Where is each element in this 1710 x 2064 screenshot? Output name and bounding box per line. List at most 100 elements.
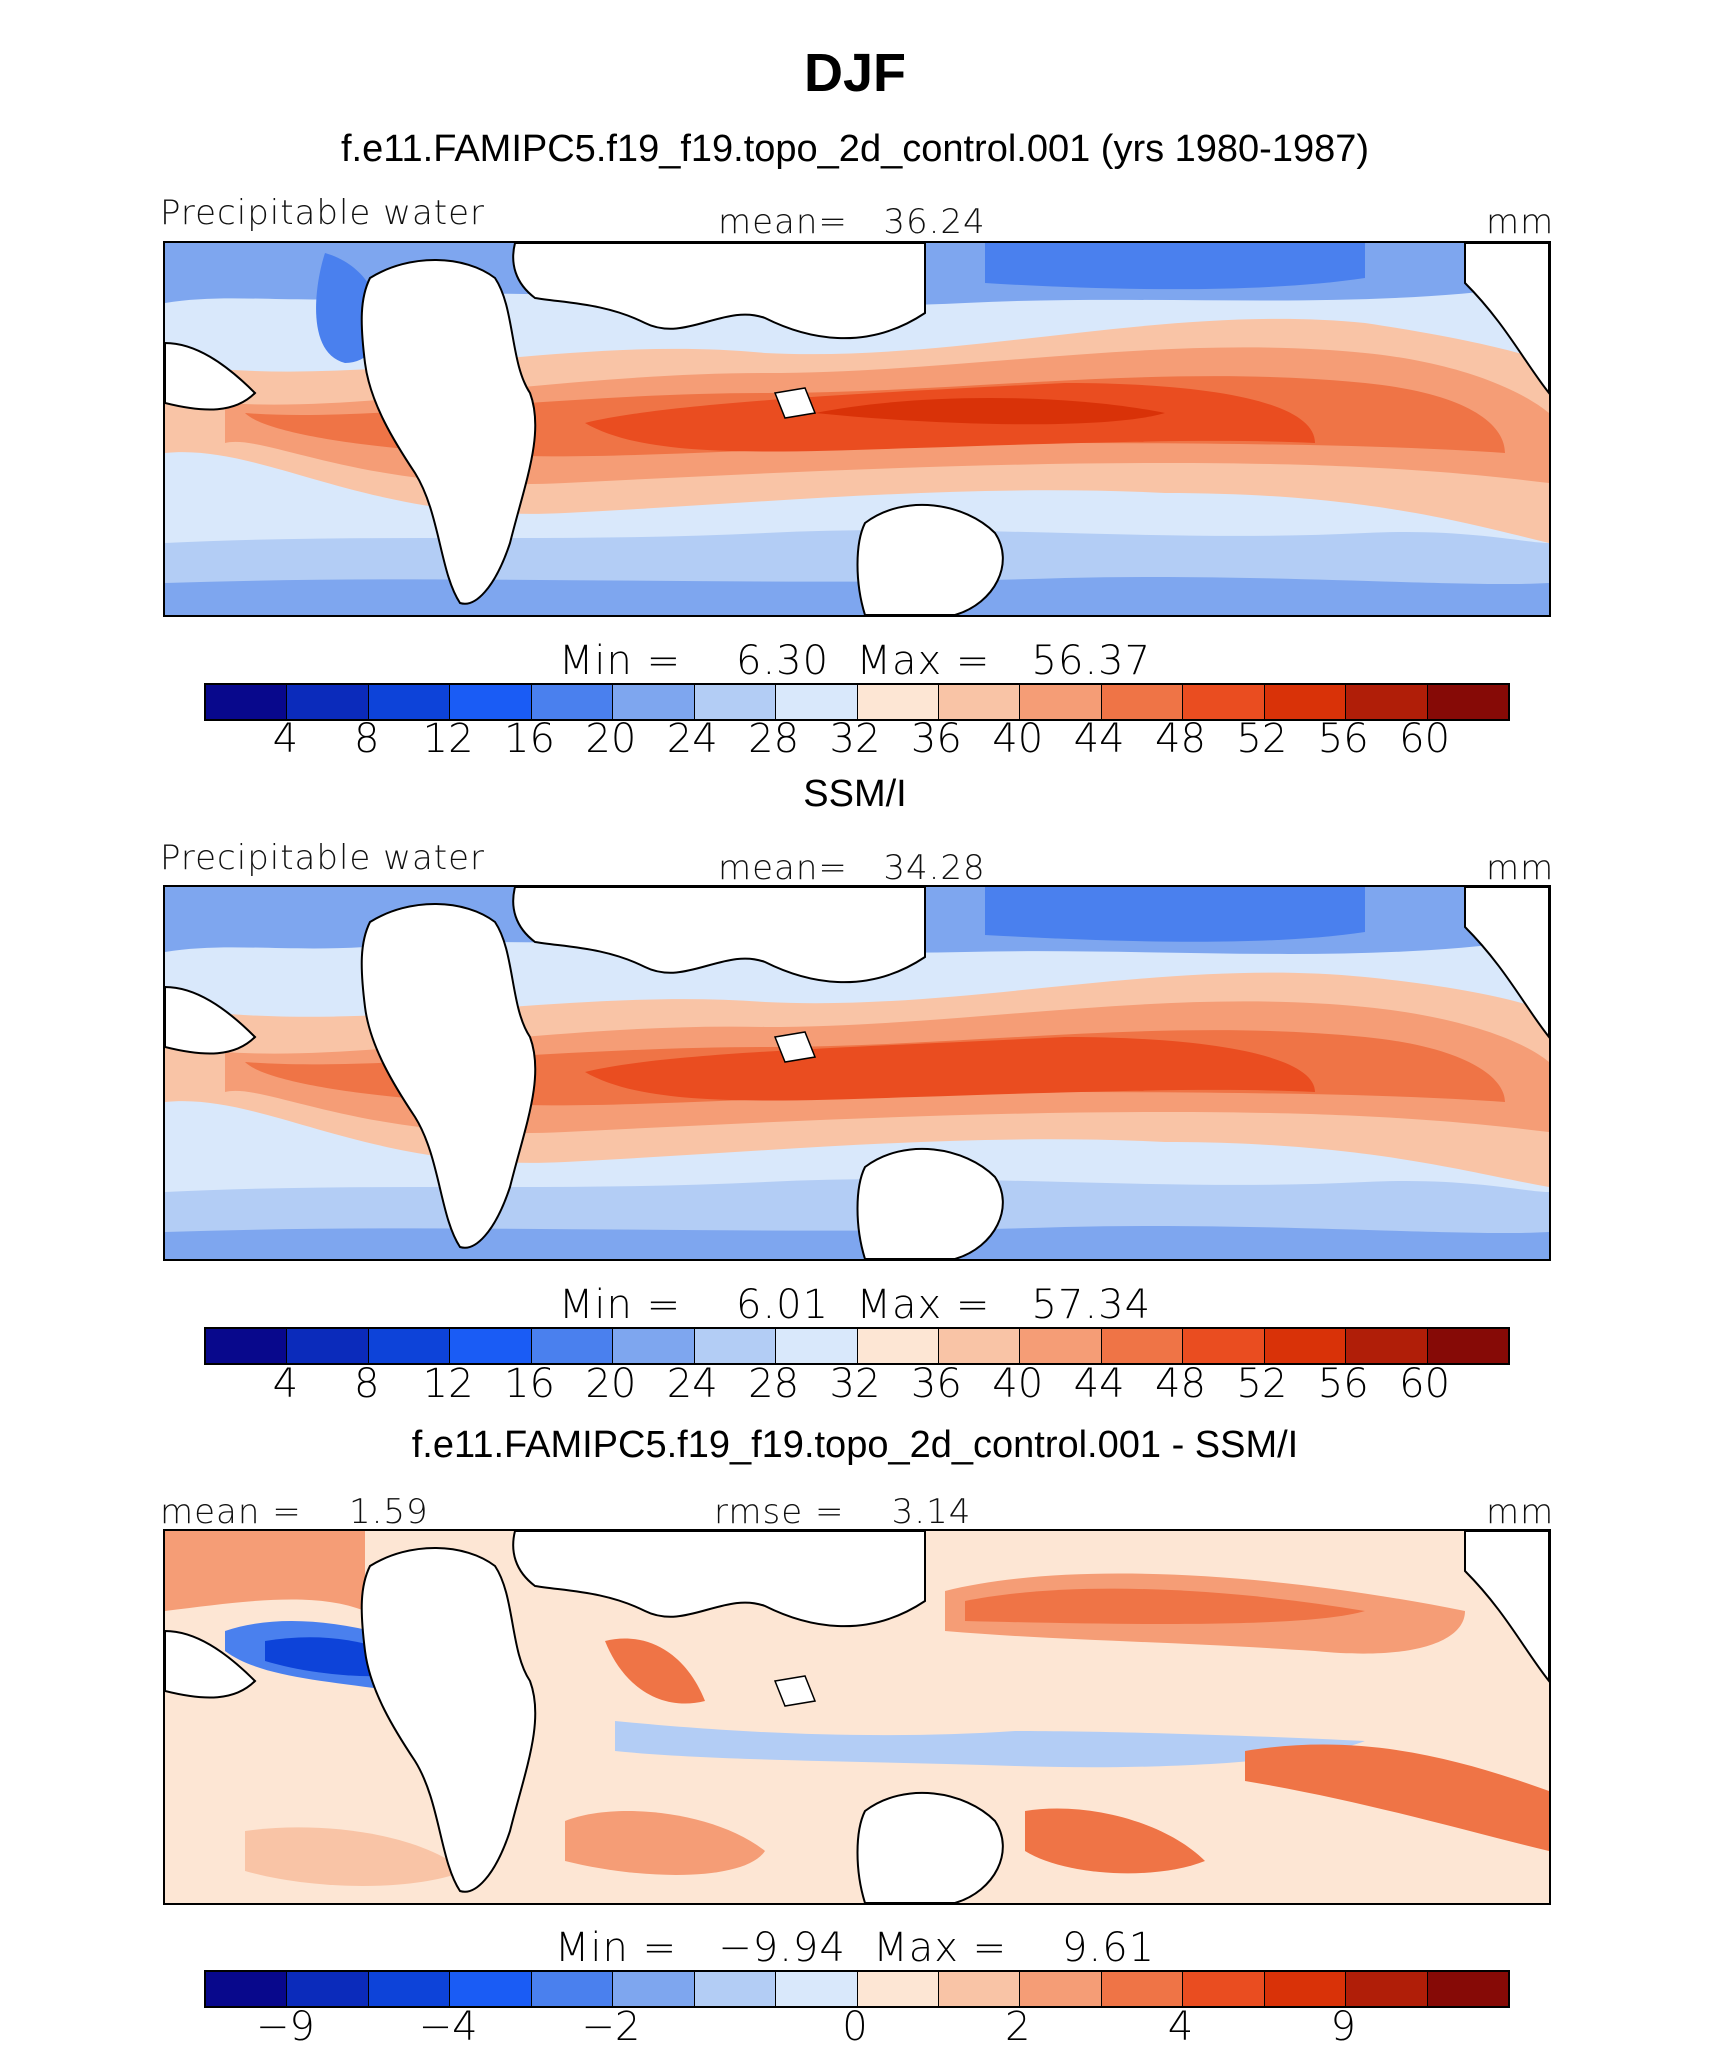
colorbar-swatch [1101, 685, 1184, 719]
colorbar-swatch [1183, 1972, 1265, 2006]
colorbar-swatch [694, 1329, 777, 1363]
colorbar-tick-label: 60 [1399, 1361, 1451, 1407]
colorbar-swatch [531, 1972, 614, 2006]
colorbar-tick-label: 52 [1236, 716, 1288, 762]
colorbar-tick-label: 36 [910, 716, 962, 762]
colorbar-swatch [938, 1972, 1021, 2006]
colorbar-swatch [1183, 1329, 1265, 1363]
colorbar-swatch [287, 1972, 369, 2006]
colorbar-swatch [776, 1972, 858, 2006]
colorbar-swatch [1020, 1972, 1102, 2006]
colorbar-tick-label: 52 [1236, 1361, 1288, 1407]
panel-2-map [163, 885, 1551, 1261]
colorbar-swatch [857, 1972, 939, 2006]
colorbar-tick-label: −4 [418, 2004, 478, 2050]
colorbar-tick-label: 56 [1317, 716, 1369, 762]
panel-2-colorbar-ticks: 4 8 12 16 20 24 28 32 36 40 44 48 52 56 60 [204, 1361, 1506, 1411]
panel-1-colorbar-ticks: 4 8 12 16 20 24 28 32 36 40 44 48 52 56 60 [204, 716, 1506, 766]
colorbar-swatch [776, 685, 858, 719]
colorbar-tick-label: 48 [1155, 716, 1206, 762]
panel-1-variable-label: Precipitable water [160, 193, 486, 233]
panel-1-map [163, 241, 1551, 617]
colorbar-swatch [938, 685, 1021, 719]
colorbar-swatch [1264, 1972, 1347, 2006]
colorbar-tick-label: 12 [422, 1361, 474, 1407]
colorbar-swatch [206, 1329, 288, 1363]
colorbar-swatch [1020, 685, 1102, 719]
colorbar-tick-label: 8 [354, 1361, 380, 1407]
figure-title: DJF [803, 43, 906, 103]
colorbar-tick-label: 24 [666, 1361, 718, 1407]
colorbar-swatch [1346, 1972, 1428, 2006]
colorbar-tick-label: 12 [422, 716, 474, 762]
colorbar-swatch [1264, 1329, 1347, 1363]
panel-2-units-label: mm [1486, 848, 1555, 888]
colorbar-tick-label: 60 [1399, 716, 1451, 762]
colorbar-swatch [613, 685, 695, 719]
colorbar-tick-label: 20 [585, 716, 637, 762]
colorbar-swatch [694, 685, 777, 719]
colorbar-swatch [613, 1329, 695, 1363]
panel-1-mean-label: mean= 36.24 [718, 202, 986, 242]
colorbar-swatch [613, 1972, 695, 2006]
colorbar-tick-label: 40 [992, 1361, 1044, 1407]
colorbar-tick-label: −2 [581, 2004, 641, 2050]
colorbar-swatch [368, 1972, 451, 2006]
colorbar-swatch [857, 1329, 939, 1363]
colorbar-tick-label: 28 [748, 1361, 800, 1407]
colorbar-tick-label: 40 [992, 716, 1044, 762]
panel-3-subtitle: f.e11.FAMIPC5.f19_f19.topo_2d_control.00… [411, 1424, 1299, 1466]
colorbar-swatch [450, 1972, 532, 2006]
colorbar-swatch [1183, 685, 1265, 719]
panel-3-mean-label: mean = 1.59 [160, 1492, 429, 1532]
panel-3-map [163, 1529, 1551, 1905]
colorbar-tick-label: 56 [1317, 1361, 1369, 1407]
panel-1-colorbar [204, 683, 1510, 721]
panel-2-mean-label: mean= 34.28 [718, 848, 986, 888]
colorbar-swatch [450, 1329, 532, 1363]
colorbar-swatch [694, 1972, 777, 2006]
colorbar-tick-label: 0 [842, 2004, 868, 2050]
colorbar-tick-label: −9 [255, 2004, 315, 2050]
colorbar-tick-label: 4 [272, 716, 299, 762]
colorbar-swatch [531, 685, 614, 719]
colorbar-tick-label: 16 [504, 1361, 555, 1407]
colorbar-swatch [1020, 1329, 1102, 1363]
panel-2-subtitle: SSM/I [803, 773, 907, 815]
panel-3-units-label: mm [1486, 1492, 1555, 1532]
colorbar-swatch [368, 685, 451, 719]
colorbar-tick-label: 4 [272, 1361, 299, 1407]
colorbar-swatch [206, 1972, 288, 2006]
colorbar-swatch [287, 1329, 369, 1363]
colorbar-swatch [1346, 685, 1428, 719]
colorbar-tick-label: 8 [354, 716, 380, 762]
panel-2-colorbar [204, 1327, 1510, 1365]
colorbar-tick-label: 44 [1073, 716, 1125, 762]
panel-2-minmax: Min = 6.01 Max = 57.34 [558, 1282, 1152, 1328]
colorbar-tick-label: 48 [1155, 1361, 1206, 1407]
colorbar-swatch [938, 1329, 1021, 1363]
colorbar-tick-label: 9 [1330, 2004, 1356, 2050]
panel-3-rmse-label: rmse = 3.14 [714, 1492, 972, 1532]
colorbar-swatch [1101, 1972, 1184, 2006]
colorbar-tick-label: 16 [504, 716, 555, 762]
colorbar-swatch [1346, 1329, 1428, 1363]
colorbar-swatch [287, 685, 369, 719]
colorbar-swatch [1427, 1329, 1508, 1363]
colorbar-swatch [776, 1329, 858, 1363]
colorbar-swatch [857, 685, 939, 719]
panel-1-subtitle: f.e11.FAMIPC5.f19_f19.topo_2d_control.00… [340, 128, 1370, 170]
colorbar-tick-label: 4 [1167, 2004, 1194, 2050]
colorbar-tick-label: 20 [585, 1361, 637, 1407]
colorbar-tick-label: 44 [1073, 1361, 1125, 1407]
colorbar-swatch [368, 1329, 451, 1363]
colorbar-swatch [1427, 685, 1508, 719]
colorbar-tick-label: 2 [1005, 2004, 1031, 2050]
colorbar-tick-label: 32 [829, 1361, 881, 1407]
colorbar-tick-label: 32 [829, 716, 881, 762]
colorbar-swatch [531, 1329, 614, 1363]
panel-1-units-label: mm [1486, 202, 1555, 242]
panel-2-variable-label: Precipitable water [160, 838, 486, 878]
colorbar-tick-label: 36 [910, 1361, 962, 1407]
panel-3-minmax: Min = −9.94 Max = 9.61 [554, 1925, 1156, 1971]
